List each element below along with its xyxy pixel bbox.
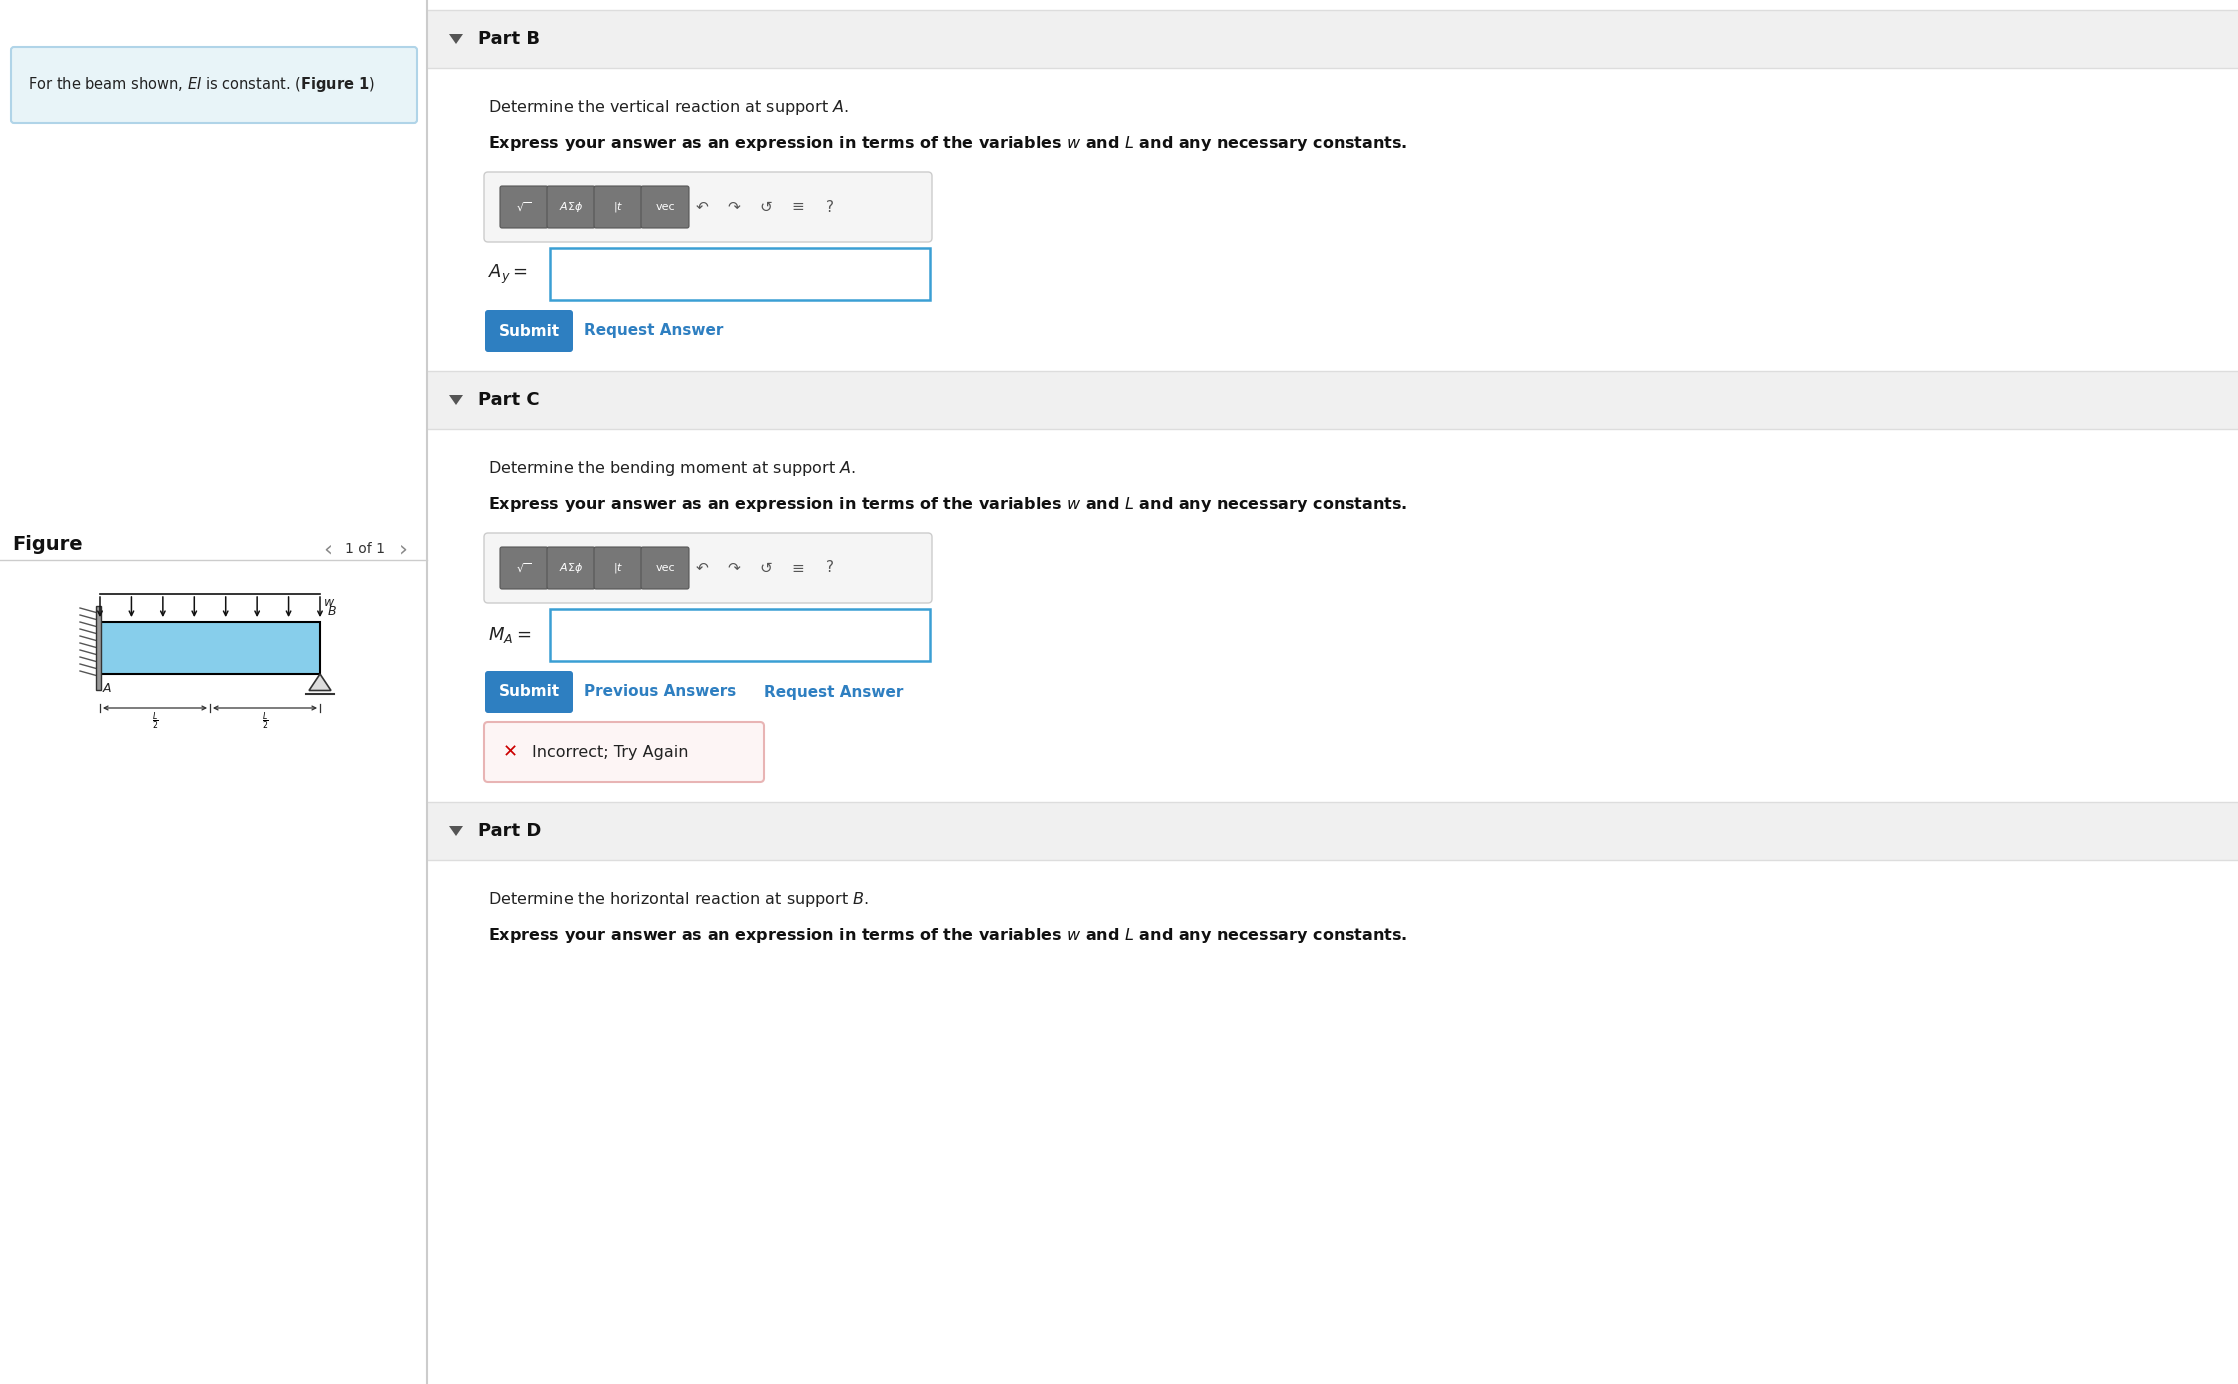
Polygon shape: [450, 35, 463, 44]
Text: ›: ›: [398, 538, 407, 559]
Text: $A_y =$: $A_y =$: [488, 263, 528, 285]
Bar: [427, 10, 2238, 68]
Text: $A\Sigma\phi$: $A\Sigma\phi$: [560, 201, 584, 215]
Text: vec: vec: [656, 563, 676, 573]
Text: ↶: ↶: [696, 199, 709, 215]
Polygon shape: [309, 674, 331, 691]
FancyBboxPatch shape: [546, 547, 595, 590]
Text: ↷: ↷: [727, 561, 741, 576]
FancyBboxPatch shape: [499, 547, 548, 590]
Text: $|t$: $|t$: [613, 561, 622, 574]
Text: ↶: ↶: [696, 561, 709, 576]
Text: $\frac{L}{2}$: $\frac{L}{2}$: [262, 711, 269, 732]
Text: $A\Sigma\phi$: $A\Sigma\phi$: [560, 561, 584, 574]
Text: Submit: Submit: [499, 324, 560, 339]
Text: Express your answer as an expression in terms of the variables $w$ and $L$ and a: Express your answer as an expression in …: [488, 926, 1408, 945]
Bar: [427, 0, 2238, 1384]
Text: Part C: Part C: [479, 392, 539, 410]
Text: For the beam shown, $EI$ is constant. ($\mathbf{Figure\ 1}$): For the beam shown, $EI$ is constant. ($…: [29, 76, 374, 94]
Text: Part B: Part B: [479, 30, 539, 48]
Text: ?: ?: [826, 199, 835, 215]
FancyBboxPatch shape: [11, 47, 416, 123]
Text: Determine the horizontal reaction at support $B$.: Determine the horizontal reaction at sup…: [488, 890, 868, 909]
Text: vec: vec: [656, 202, 676, 212]
FancyBboxPatch shape: [483, 533, 931, 603]
Text: ?: ?: [826, 561, 835, 576]
Text: 1 of 1: 1 of 1: [345, 543, 385, 556]
Text: $|t$: $|t$: [613, 201, 622, 215]
Text: ↺: ↺: [759, 199, 772, 215]
FancyBboxPatch shape: [593, 185, 642, 228]
Polygon shape: [450, 394, 463, 406]
Bar: [427, 801, 2238, 859]
Bar: [551, 609, 931, 662]
Bar: [0, 0, 427, 1384]
Text: $M_A =$: $M_A =$: [488, 626, 530, 645]
Text: Express your answer as an expression in terms of the variables $w$ and $L$ and a: Express your answer as an expression in …: [488, 134, 1408, 154]
Text: Determine the bending moment at support $A$.: Determine the bending moment at support …: [488, 459, 855, 477]
Text: ↷: ↷: [727, 199, 741, 215]
Text: Request Answer: Request Answer: [763, 685, 904, 699]
Text: $\sqrt{\ }$: $\sqrt{\ }$: [517, 201, 533, 213]
FancyBboxPatch shape: [486, 671, 573, 713]
Text: Request Answer: Request Answer: [584, 324, 723, 339]
Polygon shape: [450, 826, 463, 836]
Text: ≡: ≡: [792, 199, 803, 215]
Text: Figure: Figure: [11, 536, 83, 554]
Text: $\sqrt{\ }$: $\sqrt{\ }$: [517, 562, 533, 574]
Text: Previous Answers: Previous Answers: [584, 685, 736, 699]
FancyBboxPatch shape: [640, 547, 689, 590]
FancyBboxPatch shape: [483, 722, 763, 782]
FancyBboxPatch shape: [499, 185, 548, 228]
Text: ≡: ≡: [792, 561, 803, 576]
Text: Submit: Submit: [499, 685, 560, 699]
Text: ‹: ‹: [325, 538, 333, 559]
Text: Incorrect; Try Again: Incorrect; Try Again: [533, 745, 689, 760]
Text: Express your answer as an expression in terms of the variables $w$ and $L$ and a: Express your answer as an expression in …: [488, 495, 1408, 513]
FancyBboxPatch shape: [640, 185, 689, 228]
FancyBboxPatch shape: [486, 310, 573, 352]
Text: $w$: $w$: [322, 597, 336, 609]
Text: ↺: ↺: [759, 561, 772, 576]
Text: $\frac{L}{2}$: $\frac{L}{2}$: [152, 711, 159, 732]
Bar: [551, 248, 931, 300]
FancyBboxPatch shape: [593, 547, 642, 590]
Bar: [427, 371, 2238, 429]
Text: $A$: $A$: [103, 682, 112, 695]
Bar: [101, 621, 320, 674]
Text: Part D: Part D: [479, 822, 542, 840]
FancyBboxPatch shape: [483, 172, 931, 242]
Text: Determine the vertical reaction at support $A$.: Determine the vertical reaction at suppo…: [488, 98, 848, 118]
Bar: [96, 606, 101, 691]
Text: ✕: ✕: [504, 743, 517, 761]
Text: $B$: $B$: [327, 605, 336, 619]
FancyBboxPatch shape: [546, 185, 595, 228]
